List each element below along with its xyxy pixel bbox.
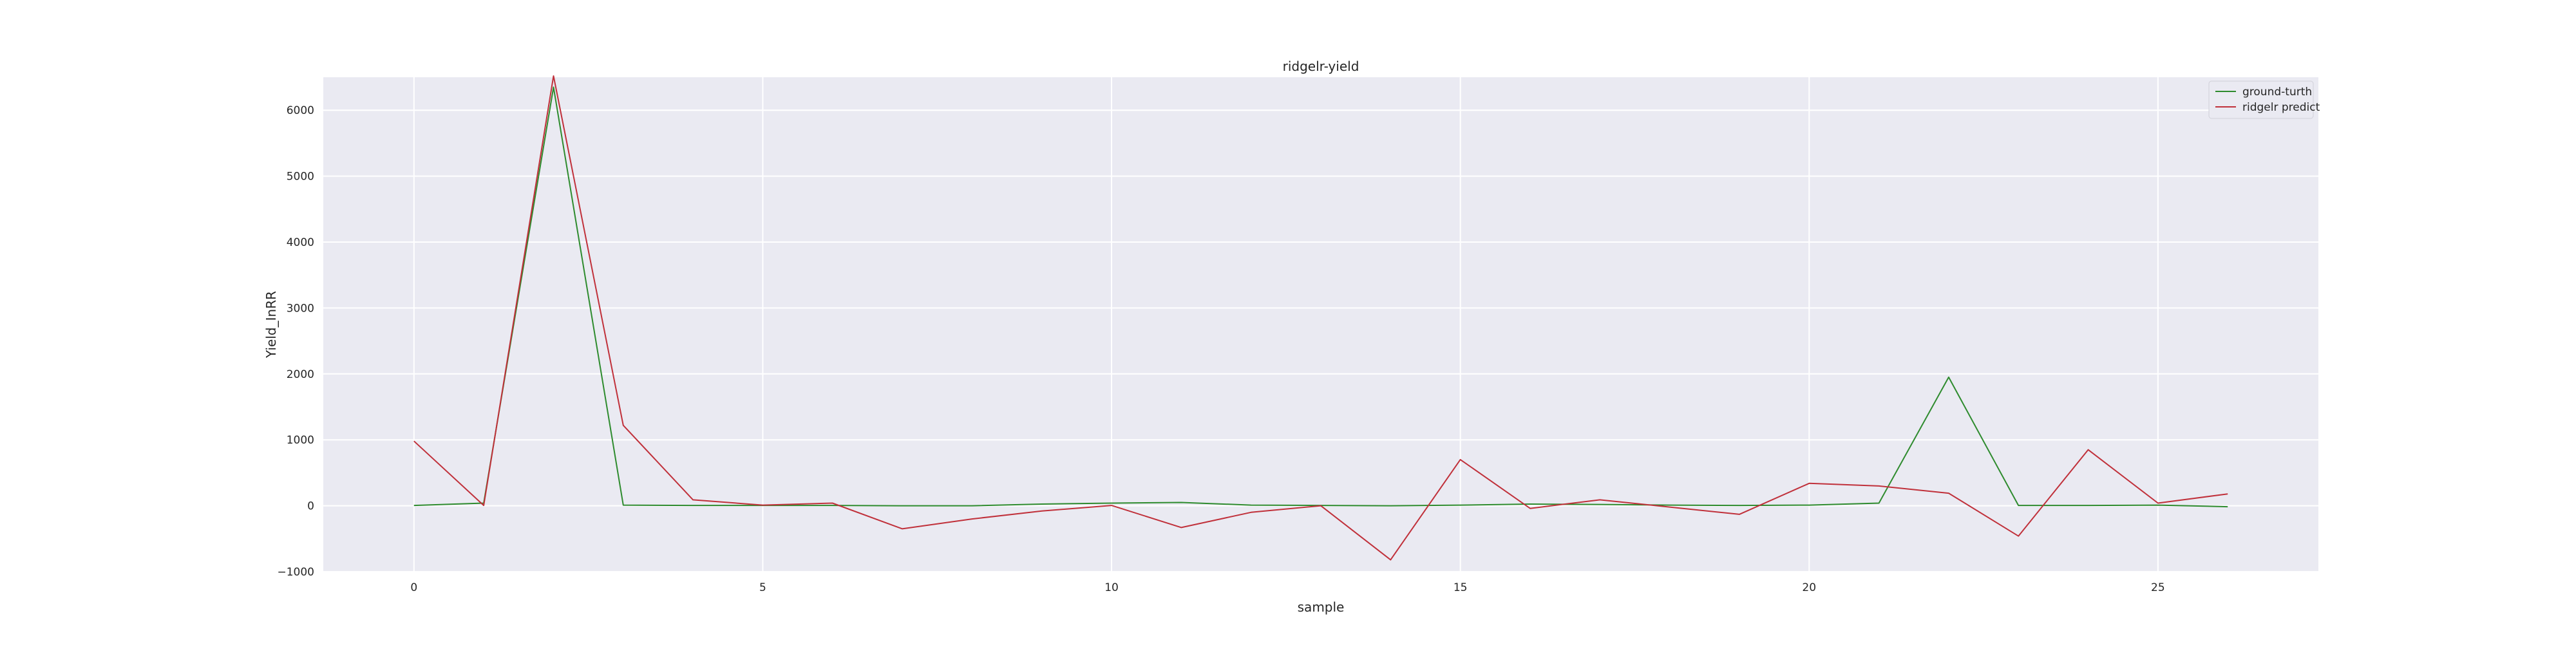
legend-label-2: ridgelr predict <box>2242 101 2320 114</box>
legend: ground-turth ridgelr predict <box>2208 80 2320 119</box>
x-tick-label: 0 <box>410 581 417 594</box>
tick-labels: 0 5 10 15 20 25 −1000 0 1000 2000 3000 4000 5000 6000 <box>277 104 2164 594</box>
y-tick-label: 1000 <box>287 434 314 447</box>
y-axis-label: Yield_InRR <box>263 291 279 359</box>
x-tick-label: 25 <box>2151 581 2165 594</box>
y-tick-label: 2000 <box>287 368 314 381</box>
y-tick-label: 6000 <box>287 104 314 117</box>
y-tick-label: 5000 <box>287 171 314 183</box>
x-axis-label: sample <box>1298 599 1345 615</box>
plot-area <box>323 77 2318 572</box>
y-tick-label: 4000 <box>287 236 314 249</box>
series-lines <box>413 75 2228 561</box>
x-tick-label: 5 <box>759 581 766 594</box>
y-tick-label: 3000 <box>287 302 314 315</box>
legend-label-1: ground-turth <box>2242 86 2312 98</box>
series-line-2 <box>413 75 2228 561</box>
x-tick-label: 20 <box>1802 581 1816 594</box>
legend-box <box>2208 80 2314 119</box>
y-tick-label: 0 <box>307 500 314 513</box>
x-tick-label: 15 <box>1454 581 1468 594</box>
x-tick-label: 10 <box>1104 581 1119 594</box>
chart-title: ridgelr-yield <box>1283 59 1359 74</box>
y-tick-label: −1000 <box>277 566 314 579</box>
